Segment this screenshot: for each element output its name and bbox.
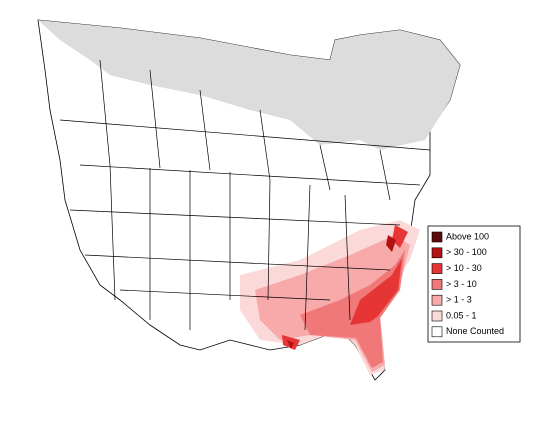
legend-swatch (431, 247, 443, 259)
borders (59, 59, 431, 331)
legend-label: > 10 - 30 (446, 263, 482, 273)
legend-label: 0.05 - 1 (446, 310, 477, 320)
legend-label: None Counted (446, 326, 504, 336)
legend: Above 100 > 30 - 100 > 10 - 30 > 3 - 10 > 1 … (427, 225, 521, 343)
legend-swatch (431, 326, 443, 338)
legend-swatch (431, 294, 443, 306)
no-count-region (38, 20, 460, 150)
legend-swatch (431, 263, 443, 274)
legend-box (427, 225, 521, 343)
legend-label: > 3 - 10 (446, 279, 477, 289)
legend-swatch (431, 279, 443, 290)
map-base (37, 19, 461, 381)
range-high (300, 250, 405, 368)
legend-label: Above 100 (446, 231, 489, 241)
legend-swatch (431, 231, 443, 243)
legend-label: > 30 - 100 (446, 247, 487, 257)
legend-swatch (431, 310, 443, 322)
legend-label: > 1 - 3 (446, 295, 472, 305)
range-dense (282, 225, 408, 350)
